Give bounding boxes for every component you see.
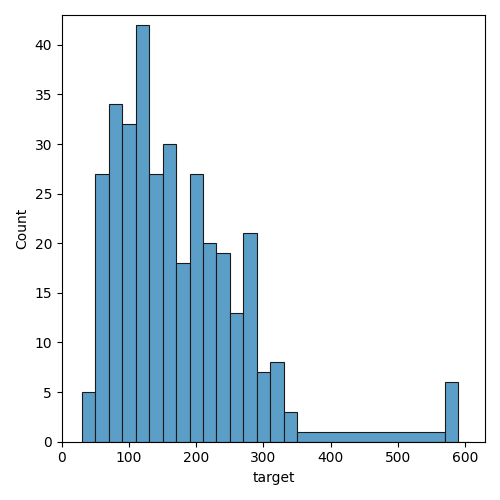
Bar	[284, 412, 297, 442]
Bar	[243, 234, 256, 442]
Bar	[136, 25, 149, 442]
Bar	[297, 432, 444, 442]
Bar	[109, 104, 122, 442]
Bar	[122, 124, 136, 442]
Bar	[216, 253, 230, 442]
Bar	[176, 263, 190, 442]
Bar	[203, 243, 216, 442]
Bar	[270, 362, 283, 442]
Bar	[162, 144, 176, 442]
Y-axis label: Count: Count	[15, 208, 29, 249]
Bar	[444, 382, 458, 442]
Bar	[96, 174, 109, 442]
Bar	[230, 312, 243, 442]
Bar	[149, 174, 162, 442]
Bar	[190, 174, 203, 442]
Bar	[256, 372, 270, 442]
Bar	[82, 392, 96, 442]
X-axis label: target: target	[252, 471, 294, 485]
